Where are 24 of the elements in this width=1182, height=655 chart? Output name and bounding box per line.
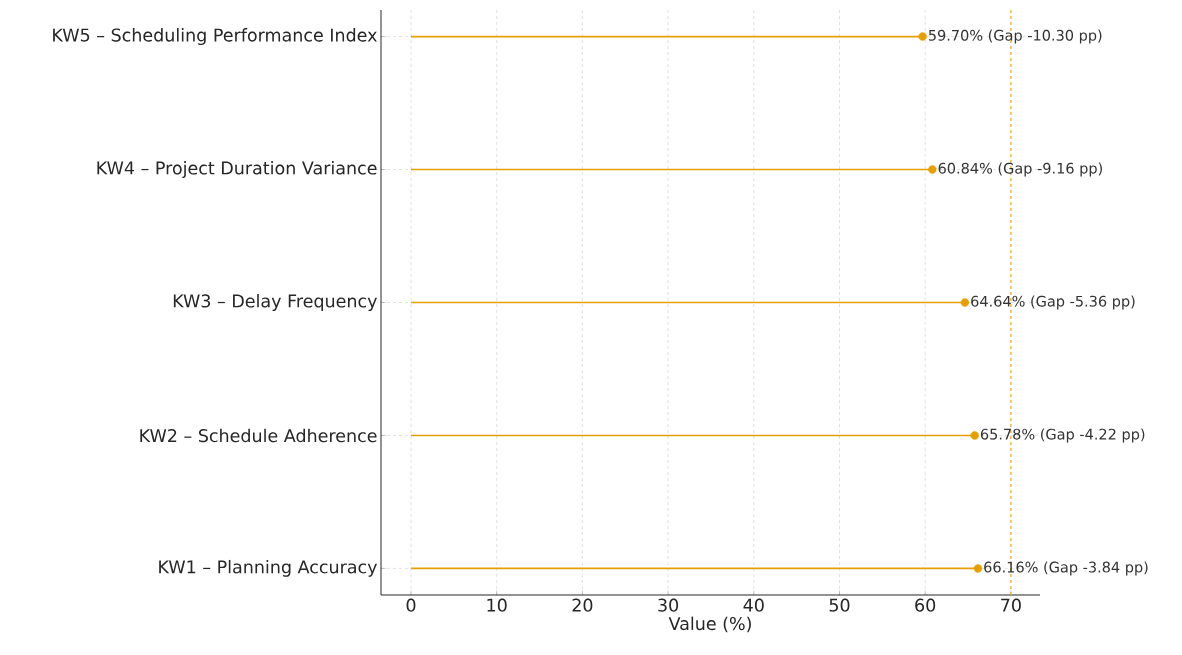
data-label: 64.64% (Gap -5.36 pp) <box>971 295 1135 310</box>
x-tick-label: 30 <box>658 598 679 612</box>
x-tick-label: 20 <box>572 598 593 612</box>
point <box>973 564 983 573</box>
x-tick-label: 70 <box>1001 598 1021 612</box>
y-tick-label: KW4 – Project Duration Variance <box>97 161 377 178</box>
point <box>918 32 927 41</box>
x-tick-label: 50 <box>829 598 850 612</box>
point <box>970 431 979 440</box>
x-tick-label: 40 <box>743 598 764 612</box>
x-tick-label: 10 <box>487 598 507 612</box>
x-tick-label: 0 <box>406 598 416 612</box>
y-tick-label: KW3 – Delay Frequency <box>173 294 377 311</box>
data-label: 65.78% (Gap -4.22 pp) <box>980 428 1145 443</box>
y-tick-label: KW2 – Schedule Adherence <box>140 428 377 443</box>
y-tick-label: KW1 – Planning Accuracy <box>159 559 377 577</box>
x-axis-title: Value (%) <box>668 616 751 633</box>
point <box>960 298 970 307</box>
point <box>928 165 937 174</box>
data-label: 59.70% (Gap -10.30 pp) <box>928 29 1102 44</box>
x-tick-label: 60 <box>915 598 936 612</box>
y-tick-label: KW5 – Scheduling Performance Index <box>53 28 377 46</box>
data-label: 60.84% (Gap -9.16 pp) <box>938 162 1102 177</box>
data-label: 66.16% (Gap -3.84 pp) <box>984 561 1148 576</box>
